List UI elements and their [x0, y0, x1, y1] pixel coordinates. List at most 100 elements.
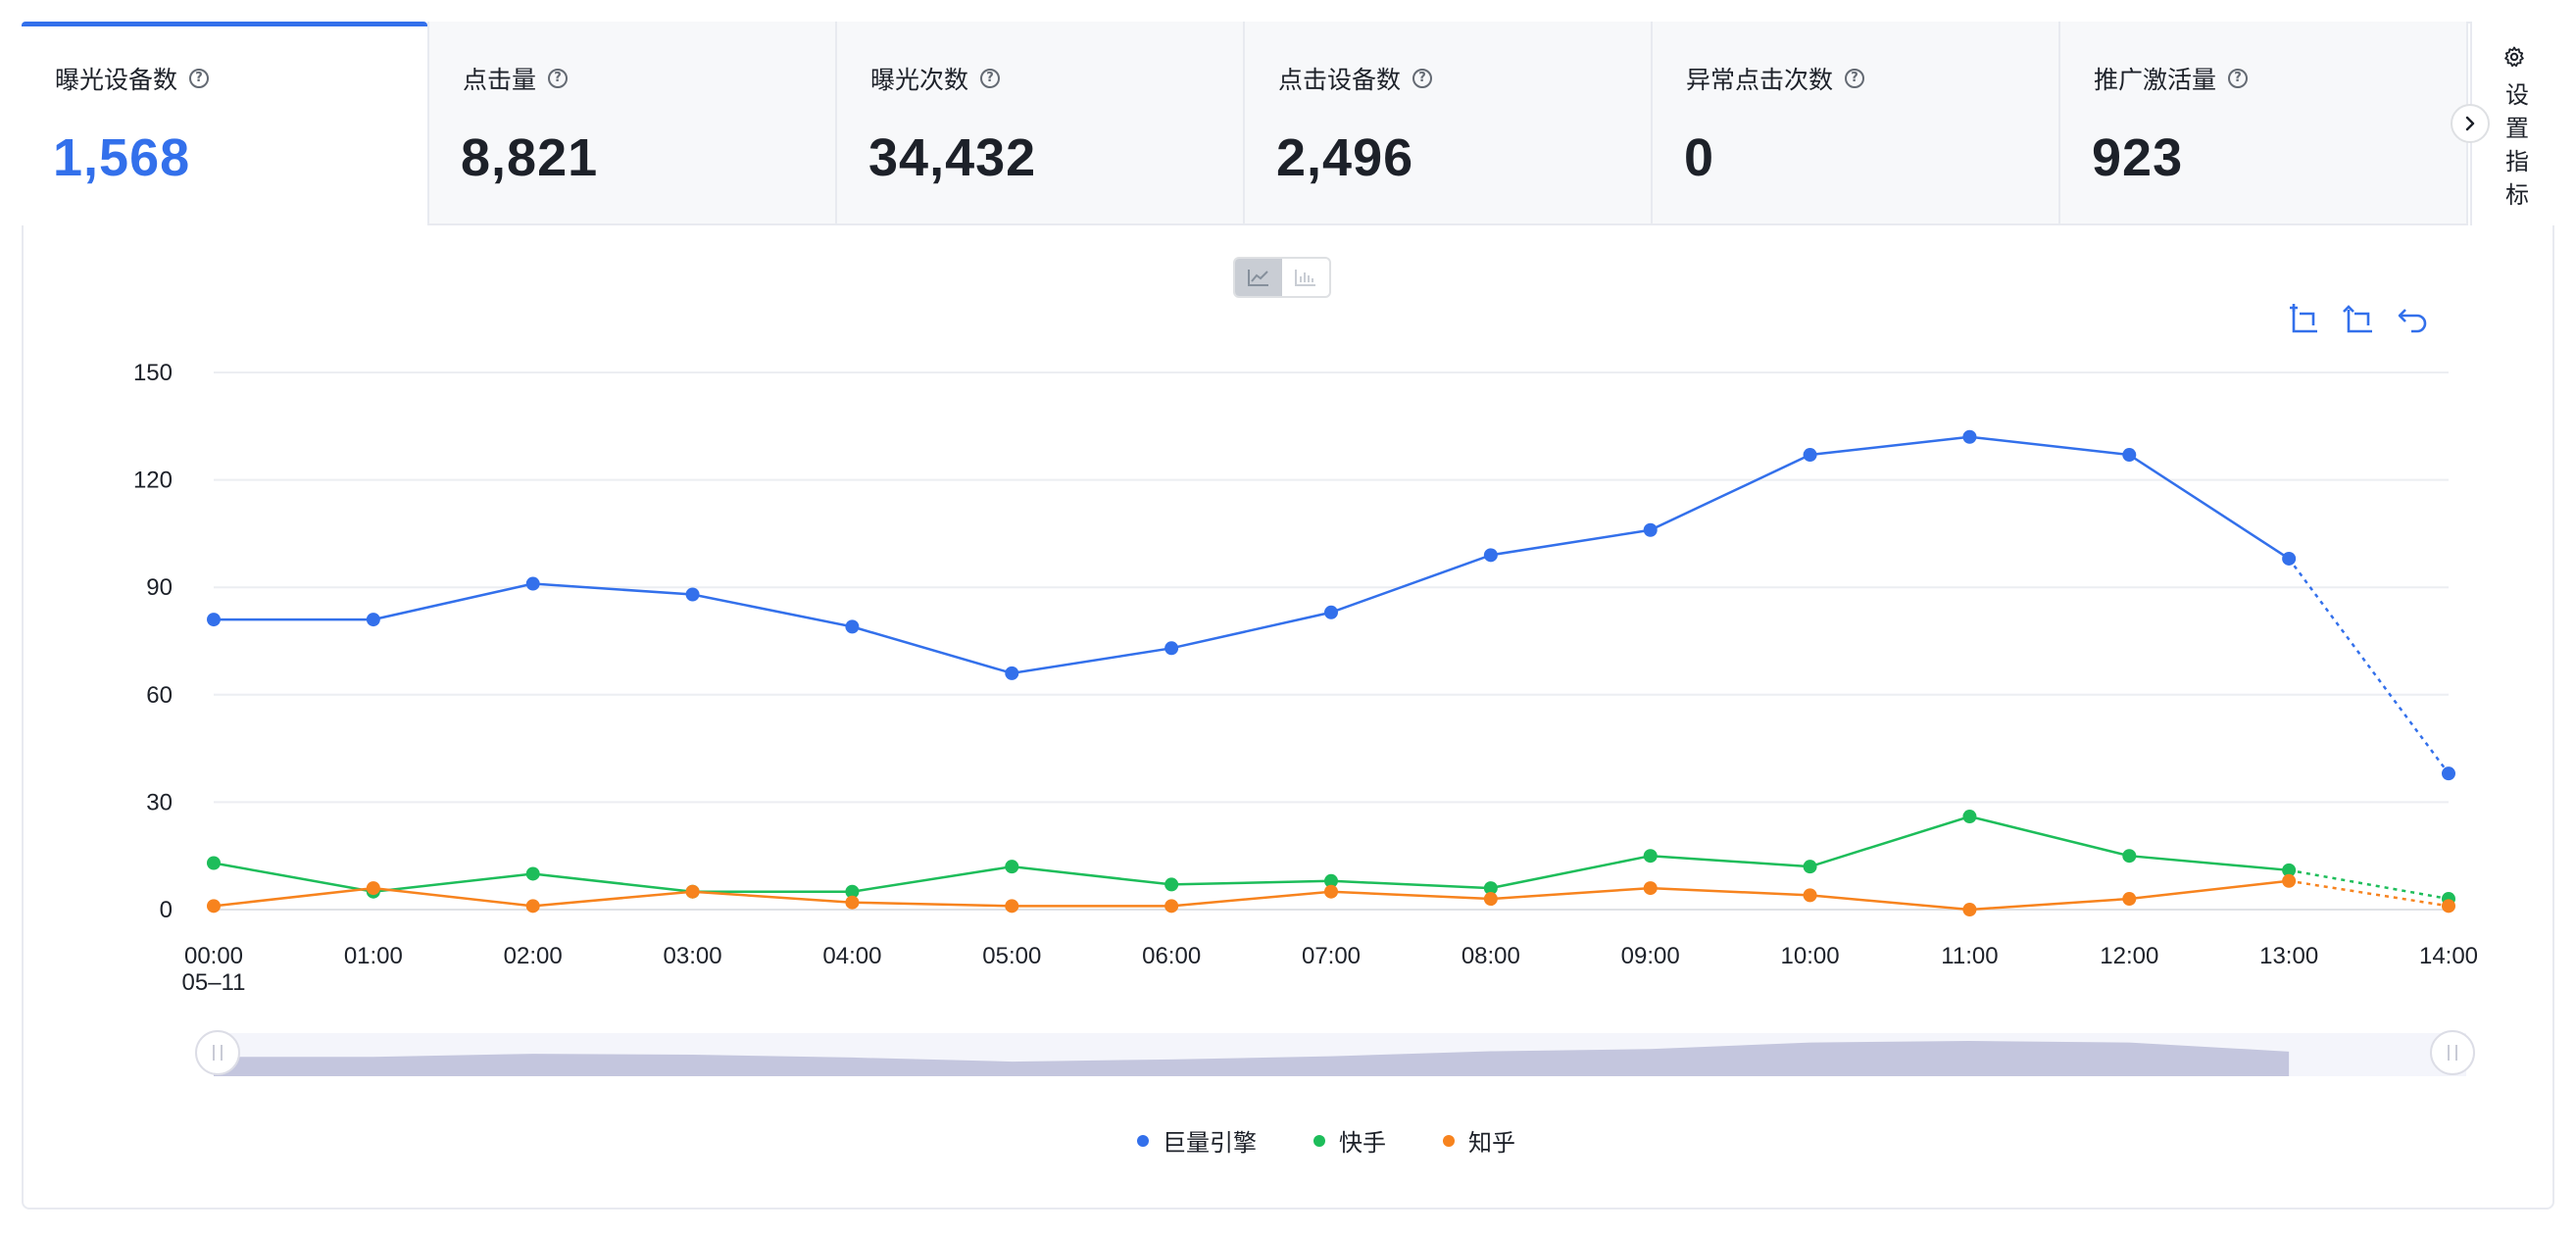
metric-label: 点击量 — [463, 66, 537, 94]
zoom-reset-icon[interactable] — [2341, 302, 2376, 337]
zoom-select-icon[interactable] — [2286, 302, 2321, 337]
metric-label: 点击设备数 — [1278, 66, 1402, 94]
x-tick-label: 08:00 — [1461, 943, 1520, 969]
y-tick-label: 30 — [146, 789, 173, 815]
metric-label: 异常点击次数 — [1686, 66, 1834, 94]
metric-tabs: 曝光设备数? 1,568 点击量? 8,821 曝光次数? 34,432 点击设… — [22, 22, 2554, 225]
series-line-forecast — [2288, 558, 2451, 774]
bar-chart-option[interactable] — [1282, 259, 1329, 296]
metric-label: 曝光次数 — [870, 66, 969, 94]
undo-icon[interactable] — [2396, 302, 2431, 337]
data-point — [366, 881, 380, 896]
legend-item[interactable]: 快手 — [1313, 1123, 1386, 1158]
metric-tab-exposures[interactable]: 曝光次数? 34,432 — [837, 22, 1245, 225]
x-tick-label: 12:00 — [2100, 943, 2158, 969]
metric-value: 923 — [2092, 128, 2184, 187]
data-point — [845, 619, 860, 634]
line-chart-option[interactable] — [1235, 259, 1282, 296]
chevron-right-icon — [2465, 116, 2475, 131]
data-point — [525, 866, 540, 881]
metric-tab-activations[interactable]: 推广激活量? 923 — [2060, 22, 2468, 225]
zoom-slider-handle[interactable] — [2430, 1030, 2475, 1075]
x-tick-label: 11:00 — [1941, 943, 1998, 969]
data-point — [1643, 881, 1658, 896]
y-tick-label: 0 — [160, 897, 173, 923]
metric-label-row: 点击量? — [463, 61, 569, 96]
data-point — [1324, 605, 1338, 619]
metric-label-row: 异常点击次数? — [1686, 61, 1865, 96]
metric-tab-exposure-devices[interactable]: 曝光设备数? 1,568 — [22, 22, 429, 225]
data-point — [366, 613, 380, 627]
legend-label: 巨量引擎 — [1163, 1129, 1257, 1157]
metric-tab-click-devices[interactable]: 点击设备数? 2,496 — [1245, 22, 1653, 225]
data-point — [2122, 448, 2137, 463]
data-point — [1324, 873, 1338, 888]
legend-dot — [1443, 1134, 1455, 1147]
data-point — [2122, 849, 2137, 864]
metric-label-row: 推广激活量? — [2094, 61, 2249, 96]
x-tick-label: 10:00 — [1781, 943, 1840, 969]
legend-dot — [1137, 1134, 1149, 1147]
chart-legend: 巨量引擎 快手 知乎 — [1137, 1123, 1515, 1158]
metric-value: 34,432 — [868, 128, 1037, 187]
data-point — [1643, 522, 1658, 537]
y-tick-label: 60 — [146, 682, 173, 709]
legend-item[interactable]: 知乎 — [1443, 1123, 1515, 1158]
data-point — [1803, 860, 1817, 874]
data-point — [1005, 666, 1019, 680]
metric-label: 曝光设备数 — [55, 66, 178, 94]
zoom-slider-handle[interactable] — [195, 1030, 240, 1075]
next-metrics-button[interactable] — [2451, 104, 2490, 143]
metric-label-row: 曝光设备数? — [55, 61, 210, 96]
data-point — [207, 613, 221, 627]
data-point — [207, 856, 221, 870]
series-line — [213, 815, 2290, 893]
help-icon[interactable]: ? — [548, 69, 569, 88]
metric-tab-clicks[interactable]: 点击量? 8,821 — [429, 22, 837, 225]
x-tick-sublabel: 05–11 — [182, 969, 246, 996]
metric-label: 推广激活量 — [2094, 66, 2217, 94]
help-icon[interactable]: ? — [1412, 69, 1433, 88]
metric-tab-abnormal-clicks[interactable]: 异常点击次数? 0 — [1653, 22, 2060, 225]
y-tick-label: 90 — [146, 574, 173, 601]
data-point — [1643, 849, 1658, 864]
data-point — [2282, 551, 2297, 566]
data-point — [845, 895, 860, 910]
data-point — [2442, 766, 2455, 781]
x-tick-label: 01:00 — [344, 943, 403, 969]
help-icon[interactable]: ? — [980, 69, 1001, 88]
line-chart-icon — [1248, 270, 1268, 286]
legend-label: 知乎 — [1468, 1129, 1515, 1157]
data-point — [685, 587, 700, 602]
y-tick-label: 150 — [133, 360, 173, 386]
data-point — [1324, 884, 1338, 899]
data-point — [685, 884, 700, 899]
x-tick-label: 04:00 — [822, 943, 881, 969]
data-point — [1962, 903, 1977, 916]
x-tick-label: 13:00 — [2259, 943, 2318, 969]
data-point — [1005, 899, 1019, 914]
help-icon[interactable]: ? — [1845, 69, 1865, 88]
series-line-forecast — [2288, 879, 2450, 908]
metric-value: 0 — [1684, 128, 1715, 187]
zoom-handle-grip-icon — [213, 1045, 223, 1061]
x-tick-label: 14:00 — [2419, 943, 2478, 969]
zoom-handle-grip-icon — [2448, 1045, 2457, 1061]
data-point — [1803, 888, 1817, 903]
data-point — [845, 884, 860, 899]
help-icon[interactable]: ? — [189, 69, 210, 88]
legend-dot — [1313, 1134, 1325, 1147]
x-tick-label: 09:00 — [1621, 943, 1680, 969]
gear-icon — [2504, 46, 2524, 68]
help-icon[interactable]: ? — [2228, 69, 2249, 88]
data-point — [2442, 899, 2455, 914]
series-line — [213, 879, 2290, 912]
data-point — [1803, 448, 1817, 463]
zoom-slider-preview — [214, 1041, 2290, 1076]
metric-value: 1,568 — [53, 128, 191, 187]
legend-item[interactable]: 巨量引擎 — [1137, 1123, 1257, 1158]
data-point — [1483, 548, 1498, 563]
chart-type-toggle — [1233, 257, 1331, 298]
metric-label-row: 曝光次数? — [870, 61, 1001, 96]
